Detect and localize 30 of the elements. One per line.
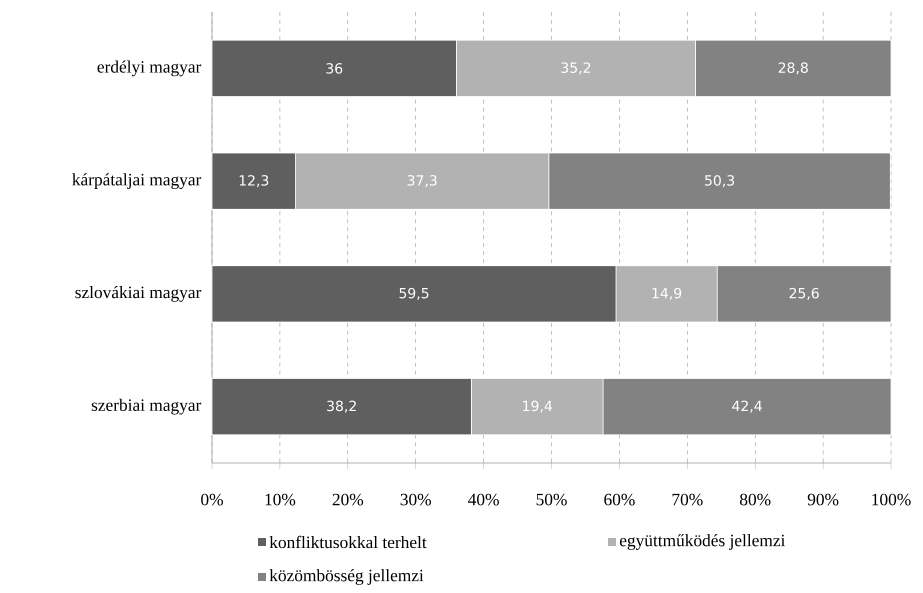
x-tick-label: 70% <box>672 494 703 506</box>
x-tick-label: 30% <box>400 494 432 506</box>
data-label: 37,3 <box>408 175 437 188</box>
x-tick-label: 10% <box>266 494 296 506</box>
x-tick-label: 0% <box>201 494 223 506</box>
legend-label: közömbösség jellemzi <box>270 569 424 585</box>
data-label: 19,4 <box>523 400 552 413</box>
data-label: 35,2 <box>561 62 590 74</box>
x-tick-label: 100% <box>872 494 911 506</box>
data-label: 12,3 <box>240 175 268 188</box>
y-tick-label: kárpátaljai magyar <box>72 173 202 190</box>
data-label: 59,5 <box>400 288 428 300</box>
x-tick-label: 20% <box>332 494 364 506</box>
x-tick-label: 50% <box>536 494 567 506</box>
y-tick-label: szerbiai magyar <box>92 398 202 415</box>
legend-label: együttműködés jellemzi <box>620 534 786 550</box>
y-tick-label: erdélyi magyar <box>98 60 202 76</box>
data-label: 28,8 <box>778 62 808 74</box>
data-label: 42,4 <box>732 400 762 413</box>
legend-label: konfliktusokkal terhelt <box>270 536 427 548</box>
x-tick-label: 60% <box>604 494 635 506</box>
data-label: 38,2 <box>327 400 356 413</box>
data-label: 25,6 <box>790 288 819 300</box>
data-label: 36 <box>326 63 342 74</box>
y-tick-label: szlovákiai magyar <box>75 286 202 302</box>
x-tick-label: 90% <box>808 494 838 506</box>
x-tick-label: 40% <box>468 494 499 506</box>
data-label: 50,3 <box>705 175 734 188</box>
x-tick-label: 80% <box>740 494 771 506</box>
data-label: 14,9 <box>652 288 682 300</box>
